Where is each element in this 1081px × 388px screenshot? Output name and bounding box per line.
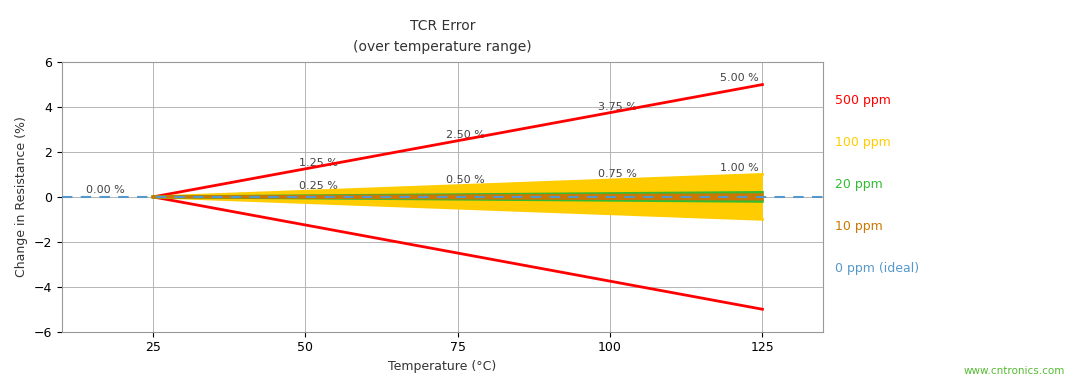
Text: 10 ppm: 10 ppm <box>835 220 882 233</box>
X-axis label: Temperature (°C): Temperature (°C) <box>388 360 496 373</box>
Text: 1.25 %: 1.25 % <box>299 158 338 168</box>
Text: 0.75 %: 0.75 % <box>598 170 637 179</box>
Text: 20 ppm: 20 ppm <box>835 178 882 191</box>
Text: 0 ppm (ideal): 0 ppm (ideal) <box>835 262 919 275</box>
Title: TCR Error
(over temperature range): TCR Error (over temperature range) <box>353 19 532 54</box>
Text: 3.75 %: 3.75 % <box>598 102 637 111</box>
Text: 0.00 %: 0.00 % <box>86 185 124 195</box>
Text: 1.00 %: 1.00 % <box>720 163 759 173</box>
Y-axis label: Change in Resistance (%): Change in Resistance (%) <box>15 116 28 277</box>
Text: 5.00 %: 5.00 % <box>720 73 759 83</box>
Text: 0.25 %: 0.25 % <box>299 180 338 191</box>
Text: www.cntronics.com: www.cntronics.com <box>963 366 1065 376</box>
Text: 0.50 %: 0.50 % <box>445 175 484 185</box>
Text: 2.50 %: 2.50 % <box>445 130 484 140</box>
Text: 100 ppm: 100 ppm <box>835 136 891 149</box>
Text: 500 ppm: 500 ppm <box>835 94 891 107</box>
